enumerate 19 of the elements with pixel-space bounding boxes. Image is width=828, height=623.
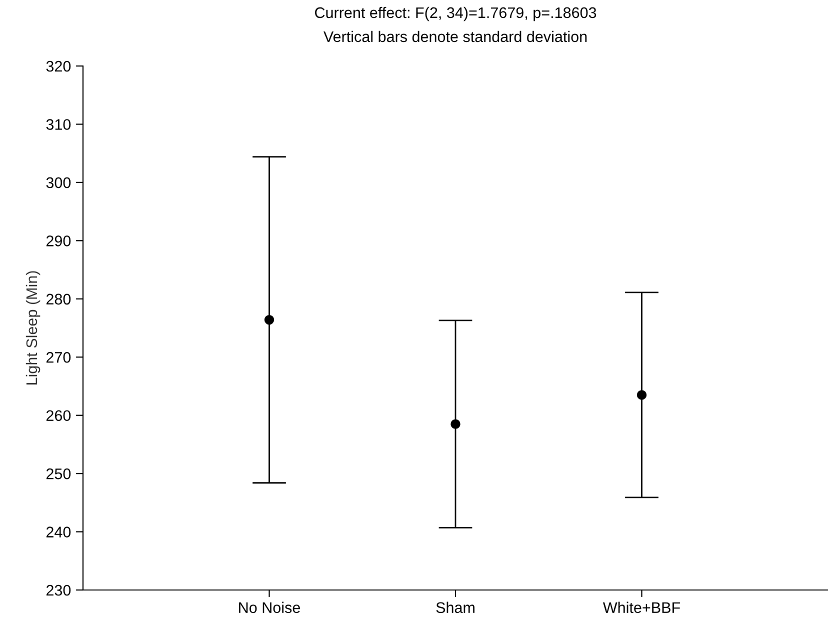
y-tick-label: 230	[46, 584, 71, 596]
point	[450, 419, 460, 429]
y-tick-label: 320	[46, 60, 71, 72]
y-tick-label: 270	[46, 352, 71, 363]
y-tick-label: 250	[46, 468, 71, 480]
chart-subtitle: Vertical bars denote standard deviation	[324, 30, 587, 42]
y-tick-label: 310	[46, 119, 71, 130]
point	[636, 390, 647, 400]
y-tick-label: 280	[46, 294, 71, 305]
x-tick-label: Sham	[436, 602, 474, 614]
chart-title: Current effect: F(2, 34)=1.7679, p=.18603	[315, 6, 596, 22]
y-tick-label: 290	[46, 236, 71, 246]
y-tick-label: 300	[46, 177, 71, 188]
y-axis-title: Light Sleep (Min)	[26, 271, 40, 384]
y-tick-label: 240	[46, 526, 71, 538]
x-tick-label: No Noise	[239, 602, 300, 614]
y-tick-label: 260	[46, 410, 71, 422]
x-tick-label: White+BBF	[602, 602, 680, 614]
point	[264, 314, 274, 325]
